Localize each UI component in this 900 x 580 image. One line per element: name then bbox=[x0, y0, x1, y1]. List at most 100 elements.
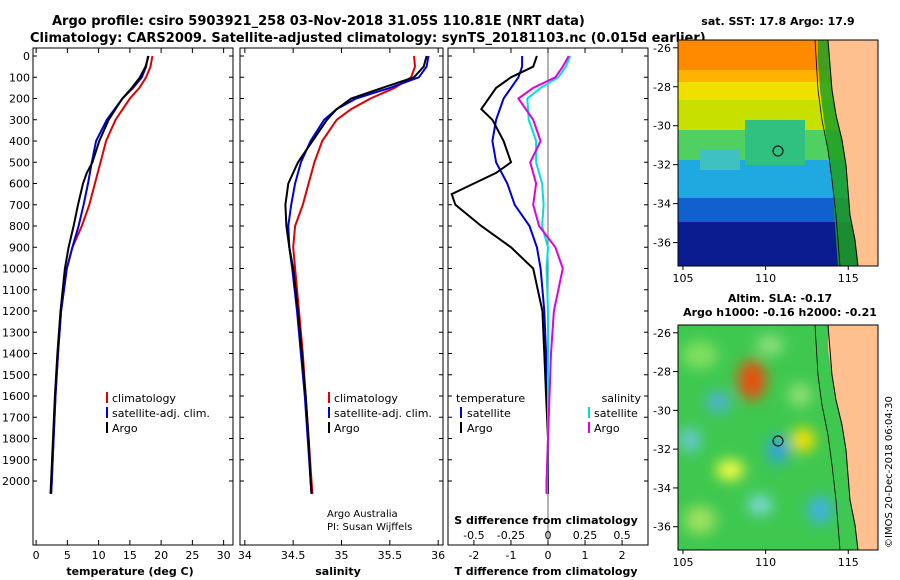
credit-pi: PI: Susan Wijffels bbox=[327, 522, 412, 533]
sla-map: Altim. SLA: -0.17 Argo h1000: -0.16 h200… bbox=[653, 292, 879, 569]
sst-argo-location bbox=[772, 145, 784, 157]
temperature-panel: 0 5 10 15 20 25 30 climatology satellite-adj. … bbox=[32, 47, 234, 578]
sla-coastline bbox=[827, 325, 859, 550]
series-line-argo bbox=[284, 55, 428, 494]
lat-tick-label: -28 bbox=[653, 366, 671, 379]
x-tick-label: 0 bbox=[545, 549, 552, 562]
x-tick-label: 36 bbox=[431, 549, 445, 562]
lat-tick-label: -34 bbox=[653, 198, 671, 211]
sst-coastal-strip bbox=[818, 40, 858, 266]
depth-tick-label: 1200 bbox=[2, 305, 30, 318]
lat-tick-label: -26 bbox=[653, 42, 671, 55]
series-line-argo bbox=[49, 55, 150, 494]
sst-map-frame bbox=[677, 39, 879, 267]
temperature-legend: climatology satellite-adj. clim. Argo bbox=[106, 392, 210, 435]
lon-tick-label: 105 bbox=[672, 272, 693, 285]
sst-map: sat. SST: 17.8 Argo: 17.9 -26 -28 -30 -32 -3… bbox=[653, 15, 879, 285]
s-difference-label: S difference from climatology bbox=[454, 514, 638, 527]
depth-tick-label: 600 bbox=[9, 178, 30, 191]
depth-tick-label: 200 bbox=[9, 93, 30, 106]
legend-label-sal-satellite: satellite bbox=[594, 407, 638, 420]
x-tick-label: 10 bbox=[92, 549, 106, 562]
depth-tick-label: 800 bbox=[9, 220, 30, 233]
temperature-series bbox=[49, 55, 154, 494]
sla-land bbox=[828, 325, 878, 550]
salinity-plot-frame bbox=[239, 47, 444, 546]
sla-field bbox=[678, 325, 878, 550]
lat-tick-label: -32 bbox=[653, 159, 671, 172]
s-tick-label: -0.5 bbox=[463, 529, 484, 542]
depth-tick-label: 400 bbox=[9, 135, 30, 148]
lat-tick-label: -30 bbox=[653, 120, 671, 133]
sla-argo-location bbox=[772, 435, 784, 447]
temperature-ticks: 0 5 10 15 20 25 30 bbox=[33, 48, 233, 562]
sst-land bbox=[828, 40, 878, 266]
difference-xlabel: T difference from climatology bbox=[454, 565, 637, 578]
depth-tick-label: 900 bbox=[9, 241, 30, 254]
sla-map-frame bbox=[677, 324, 879, 551]
x-tick-label: 34 bbox=[238, 549, 252, 562]
lat-tick-label: -32 bbox=[653, 443, 671, 456]
lat-tick-label: -28 bbox=[653, 81, 671, 94]
temperature-plot-frame bbox=[32, 47, 234, 546]
legend-label-climatology: climatology bbox=[112, 392, 176, 405]
lat-tick-label: -36 bbox=[653, 521, 671, 534]
depth-tick-label: 1900 bbox=[2, 454, 30, 467]
lat-tick-label: -26 bbox=[653, 327, 671, 340]
salinity-ticks: 34 34.5 35 35.5 36 bbox=[238, 48, 445, 562]
sla-map-title1: Altim. SLA: -0.17 bbox=[728, 292, 832, 305]
x-tick-label: 30 bbox=[217, 549, 231, 562]
depth-tick-label: 500 bbox=[9, 156, 30, 169]
depth-tick-label: 700 bbox=[9, 199, 30, 212]
salinity-series bbox=[284, 55, 430, 494]
salinity-panel: 34 34.5 35 35.5 36 climatology satellite-adj… bbox=[238, 47, 445, 578]
legend-label-climatology: climatology bbox=[334, 392, 398, 405]
depth-tick-label: 1300 bbox=[2, 326, 30, 339]
depth-tick-label: 1600 bbox=[2, 390, 30, 403]
temperature-xlabel: temperature (deg C) bbox=[66, 565, 193, 578]
lat-tick-label: -30 bbox=[653, 404, 671, 417]
s-difference-ticks: -0.5 -0.25 0 0.25 0.5 bbox=[463, 529, 631, 542]
sst-contour bbox=[814, 40, 841, 266]
depth-axis-ticks: 0 100 200 300 400 500 600 700 800 900 1000 1100 1200… bbox=[2, 50, 30, 488]
lon-tick-label: 115 bbox=[838, 272, 859, 285]
legend-head-salinity: salinity bbox=[602, 392, 642, 405]
depth-tick-label: 1400 bbox=[2, 348, 30, 361]
legend-label-temp-satellite: satellite bbox=[467, 407, 511, 420]
credit-argo-australia: Argo Australia bbox=[327, 509, 398, 520]
x-tick-label: 15 bbox=[123, 549, 137, 562]
x-tick-label: 25 bbox=[185, 549, 199, 562]
legend-label-satellite: satellite-adj. clim. bbox=[112, 407, 210, 420]
difference-panel: -2 -1 0 1 2 temperature satellite Argo salin… bbox=[447, 47, 649, 578]
series-line-salinity-satellite bbox=[526, 55, 572, 494]
depth-tick-label: 1800 bbox=[2, 433, 30, 446]
depth-tick-label: 100 bbox=[9, 71, 30, 84]
legend-label-sal-argo: Argo bbox=[594, 422, 620, 435]
sla-contour bbox=[814, 325, 841, 550]
depth-tick-label: 2000 bbox=[2, 475, 30, 488]
sla-lat-ticks: -26 -28 -30 -32 -34 -36 bbox=[653, 327, 678, 534]
figure-title-line2: Climatology: CARS2009. Satellite-adjuste… bbox=[30, 31, 706, 46]
s-tick-label: 0.5 bbox=[613, 529, 631, 542]
x-tick-label: 35.5 bbox=[378, 549, 403, 562]
lon-tick-label: 110 bbox=[755, 272, 776, 285]
legend-label-argo: Argo bbox=[112, 422, 138, 435]
lat-tick-label: -34 bbox=[653, 482, 671, 495]
sst-map-title: sat. SST: 17.8 Argo: 17.9 bbox=[701, 15, 854, 28]
sst-lon-ticks: 105 110 115 bbox=[672, 266, 859, 285]
depth-tick-label: 1700 bbox=[2, 411, 30, 424]
legend-label-satellite: satellite-adj. clim. bbox=[334, 407, 432, 420]
x-tick-label: -1 bbox=[505, 549, 516, 562]
legend-label-argo: Argo bbox=[334, 422, 360, 435]
sst-coastline bbox=[827, 40, 859, 266]
depth-tick-label: 0 bbox=[23, 50, 30, 63]
x-tick-label: 35 bbox=[335, 549, 349, 562]
x-tick-label: -2 bbox=[468, 549, 479, 562]
x-tick-label: 2 bbox=[619, 549, 626, 562]
figure-title-line1: Argo profile: csiro 5903921_258 03-Nov-2… bbox=[52, 14, 585, 29]
legend-head-temperature: temperature bbox=[456, 392, 525, 405]
depth-tick-label: 1100 bbox=[2, 284, 30, 297]
depth-tick-label: 1500 bbox=[2, 369, 30, 382]
sst-field bbox=[678, 40, 878, 266]
